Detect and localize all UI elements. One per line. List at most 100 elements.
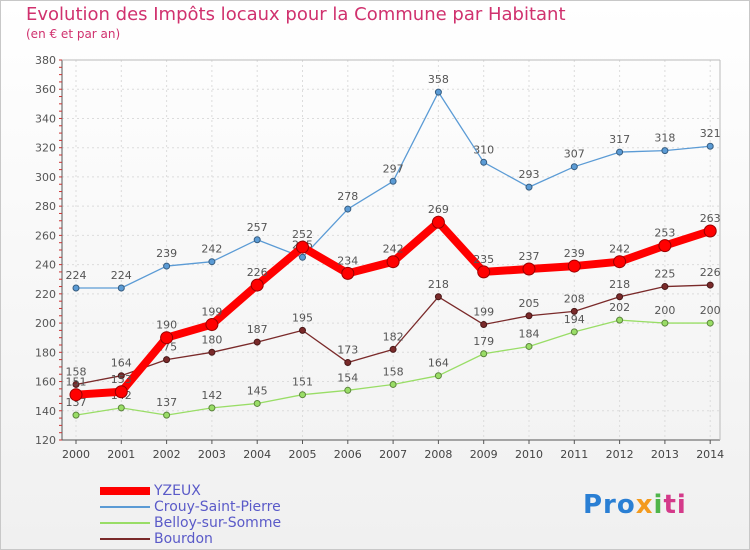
- data-point: [616, 316, 624, 324]
- x-tick-label: 2000: [62, 448, 90, 461]
- x-tick-label: 2004: [243, 448, 271, 461]
- data-point: [163, 356, 171, 364]
- data-label: 173: [337, 344, 358, 357]
- data-label: 187: [247, 323, 268, 336]
- data-point: [299, 391, 306, 399]
- data-label: 293: [519, 168, 540, 181]
- data-point: [160, 331, 174, 345]
- logo-part: i: [653, 490, 664, 520]
- data-label: 205: [519, 297, 540, 310]
- data-label: 278: [337, 190, 358, 203]
- data-point: [525, 342, 533, 350]
- data-label: 151: [292, 376, 313, 389]
- data-point: [72, 284, 80, 292]
- y-tick-label: 280: [35, 200, 56, 213]
- data-label: 252: [292, 228, 313, 241]
- data-label: 358: [428, 73, 449, 86]
- y-tick-label: 360: [35, 83, 56, 96]
- data-label: 200: [700, 304, 721, 317]
- data-point: [344, 386, 352, 394]
- data-label: 234: [337, 254, 358, 267]
- data-label: 310: [473, 143, 494, 156]
- data-point: [253, 236, 261, 244]
- data-point: [208, 348, 216, 356]
- y-tick-label: 240: [35, 259, 56, 272]
- data-label: 257: [247, 221, 268, 234]
- data-point: [299, 326, 306, 334]
- data-label: 137: [66, 396, 87, 409]
- data-label: 142: [201, 389, 222, 402]
- data-point: [480, 321, 488, 329]
- x-tick-label: 2014: [696, 448, 724, 461]
- data-point: [117, 372, 125, 380]
- x-tick-label: 2009: [470, 448, 498, 461]
- data-label: 317: [609, 133, 630, 146]
- data-label: 242: [609, 243, 630, 256]
- y-tick-label: 300: [35, 171, 56, 184]
- data-point: [661, 283, 669, 291]
- data-label: 137: [156, 396, 177, 409]
- data-label: 318: [654, 132, 675, 145]
- data-point: [658, 239, 672, 253]
- data-point: [69, 388, 83, 402]
- data-label: 195: [292, 311, 313, 324]
- chart-title: Evolution des Impôts locaux pour la Comm…: [26, 4, 566, 25]
- data-label: 242: [383, 243, 404, 256]
- legend-label: Bourdon: [154, 531, 213, 547]
- data-label: 242: [201, 243, 222, 256]
- data-label: 224: [66, 269, 87, 282]
- data-label: 253: [654, 227, 675, 240]
- data-point: [341, 266, 355, 280]
- data-point: [525, 183, 533, 191]
- y-tick-label: 160: [35, 376, 56, 389]
- data-point: [613, 255, 627, 269]
- x-tick-label: 2003: [198, 448, 226, 461]
- data-point: [706, 319, 714, 327]
- data-point: [434, 88, 442, 96]
- data-label: 202: [609, 301, 630, 314]
- x-tick-label: 2011: [560, 448, 588, 461]
- data-label: 190: [156, 319, 177, 332]
- data-label: 226: [700, 266, 721, 279]
- data-point: [480, 350, 488, 358]
- data-point: [163, 262, 171, 270]
- data-point: [208, 258, 216, 266]
- data-label: 235: [473, 253, 494, 266]
- x-tick-label: 2012: [606, 448, 634, 461]
- data-label: 307: [564, 148, 585, 161]
- data-label: 184: [519, 327, 540, 340]
- data-point: [253, 338, 261, 346]
- data-point: [480, 158, 488, 166]
- data-point: [389, 345, 397, 353]
- data-label: 199: [473, 306, 494, 319]
- data-label: 269: [428, 203, 449, 216]
- data-point: [434, 293, 442, 301]
- data-point: [344, 205, 352, 213]
- data-point: [296, 240, 309, 254]
- data-point: [616, 148, 624, 156]
- y-tick-label: 200: [35, 317, 56, 330]
- x-tick-label: 2001: [107, 448, 135, 461]
- data-label: 194: [564, 313, 585, 326]
- data-label: 225: [654, 268, 675, 281]
- legend-label: Crouy-Saint-Pierre: [154, 499, 281, 515]
- data-label: 158: [66, 365, 87, 378]
- data-point: [706, 142, 714, 150]
- x-tick-label: 2005: [289, 448, 317, 461]
- data-point: [431, 215, 445, 229]
- data-label: 200: [654, 304, 675, 317]
- y-tick-label: 120: [35, 434, 56, 447]
- data-label: 297: [383, 162, 404, 175]
- legend-swatch: [100, 506, 150, 508]
- x-tick-label: 2002: [153, 448, 181, 461]
- data-label: 145: [247, 384, 268, 397]
- data-point: [117, 404, 125, 412]
- data-point: [570, 328, 578, 336]
- data-point: [389, 380, 397, 388]
- data-point: [434, 372, 442, 380]
- data-label: 182: [383, 330, 404, 343]
- legend-swatch: [100, 522, 150, 524]
- data-label: 237: [519, 250, 540, 263]
- data-point: [250, 278, 264, 292]
- data-point: [522, 262, 536, 276]
